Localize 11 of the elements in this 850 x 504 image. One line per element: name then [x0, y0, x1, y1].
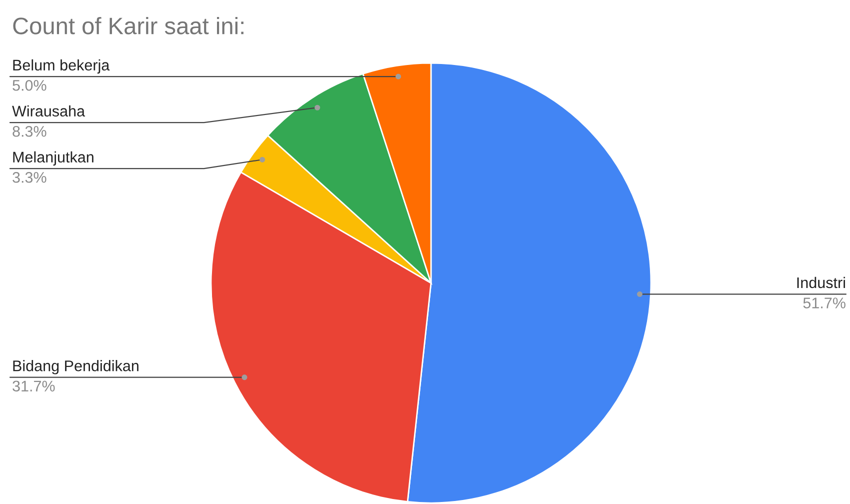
chart-title: Count of Karir saat ini:: [13, 16, 244, 34]
slice-label: Industri: [797, 276, 845, 288]
data-label: 51.7%: [803, 298, 846, 308]
slice-label: Wirausaha: [12, 105, 86, 117]
data-label: 31.7%: [12, 380, 55, 392]
data-label: 3.3%: [12, 172, 46, 183]
slice-label: Melanjutkan: [13, 151, 94, 166]
slice-label: Belum bekerja: [13, 59, 110, 74]
data-label: 8.3%: [12, 126, 46, 137]
data-label: 5.0%: [12, 80, 46, 91]
slice-label: Bidang Pendidikan: [13, 360, 138, 374]
